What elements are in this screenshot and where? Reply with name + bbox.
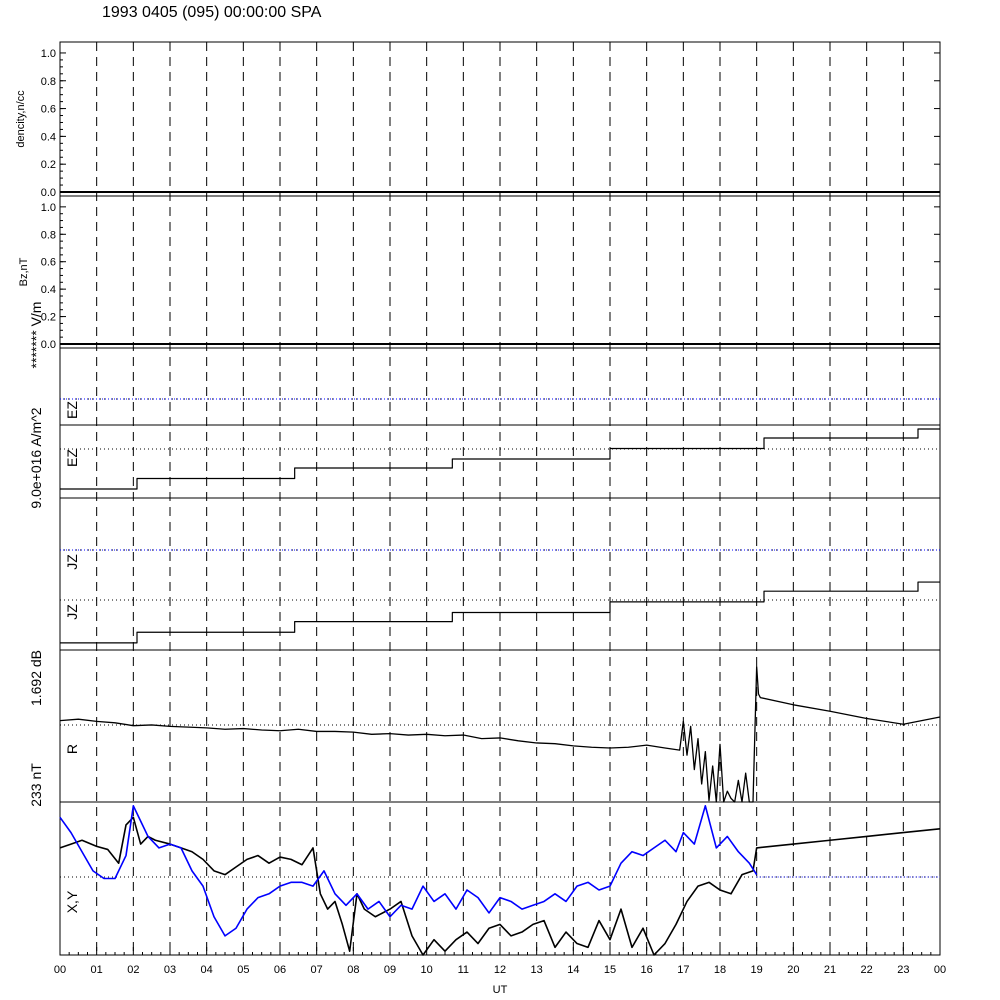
- x-tick-label: 01: [91, 964, 103, 976]
- ez-series-line: [60, 428, 940, 490]
- jz-label: JZ: [64, 554, 80, 570]
- x-tick-label: 09: [384, 964, 396, 976]
- x-tick-label: 00: [934, 964, 946, 976]
- x-tick-label: 22: [861, 964, 873, 976]
- x-tick-label: 04: [201, 964, 213, 976]
- x-tick-label: 12: [494, 964, 506, 976]
- y-tick-label: 0.8: [41, 229, 56, 241]
- y-tick-label: 0.2: [41, 312, 56, 324]
- y-tick-label: 0.2: [41, 159, 56, 171]
- y-tick-label: 0.4: [41, 131, 56, 143]
- y-tick-label: 0.6: [41, 257, 56, 269]
- chart-title: 1993 0405 (095) 00:00:00 SPA: [102, 4, 322, 21]
- y-tick-label: 0.8: [41, 76, 56, 88]
- x-tick-label: 02: [127, 964, 139, 976]
- xy-scale-label: 233 nT: [28, 763, 44, 807]
- x-tick-label: 16: [641, 964, 653, 976]
- r-series-line: [59, 665, 941, 803]
- jz-scale-label: 9.0e+016 A/m^2: [28, 407, 44, 508]
- xy-label: X,Y: [64, 890, 80, 913]
- x-tick-label: 06: [274, 964, 286, 976]
- y-tick-label: 0.6: [41, 104, 56, 116]
- y-tick-label: 0.0: [41, 339, 56, 351]
- y-series-line: [59, 805, 758, 937]
- x-tick-label: 18: [714, 964, 726, 976]
- y-axis-label: dencity,n/cc: [15, 90, 27, 148]
- y-tick-label: 1.0: [41, 202, 56, 214]
- x-tick-label: 11: [458, 964, 469, 976]
- x-tick-label: 14: [567, 964, 579, 976]
- x-tick-label: 19: [751, 964, 763, 976]
- y-tick-label: 1.0: [41, 48, 56, 60]
- x-axis-label: UT: [493, 984, 508, 996]
- x-tick-label: 15: [604, 964, 616, 976]
- x-tick-label: 20: [787, 964, 799, 976]
- x-tick-label: 08: [347, 964, 359, 976]
- y-tick-label: 0.4: [41, 284, 56, 296]
- jz-series-line: [60, 581, 940, 644]
- x-tick-label: 05: [237, 964, 249, 976]
- r-label: R: [64, 744, 80, 754]
- jz-label: JZ: [64, 604, 80, 620]
- x-tick-label: 13: [531, 964, 543, 976]
- ez-label: EZ: [64, 401, 80, 419]
- ez-scale-label: ******* V/m: [28, 302, 44, 369]
- ez-label: EZ: [64, 449, 80, 467]
- x-tick-label: 07: [311, 964, 323, 976]
- x-tick-label: 00: [54, 964, 66, 976]
- y-axis-label: Bz,nT: [18, 257, 30, 286]
- x-tick-label: 21: [824, 964, 836, 976]
- y-tick-label: 0.0: [41, 187, 56, 199]
- x-tick-label: 17: [677, 964, 689, 976]
- x-tick-label: 23: [897, 964, 909, 976]
- r-scale-label: 1.692 dB: [28, 650, 44, 706]
- x-tick-label: 03: [164, 964, 176, 976]
- x-tick-label: 10: [421, 964, 433, 976]
